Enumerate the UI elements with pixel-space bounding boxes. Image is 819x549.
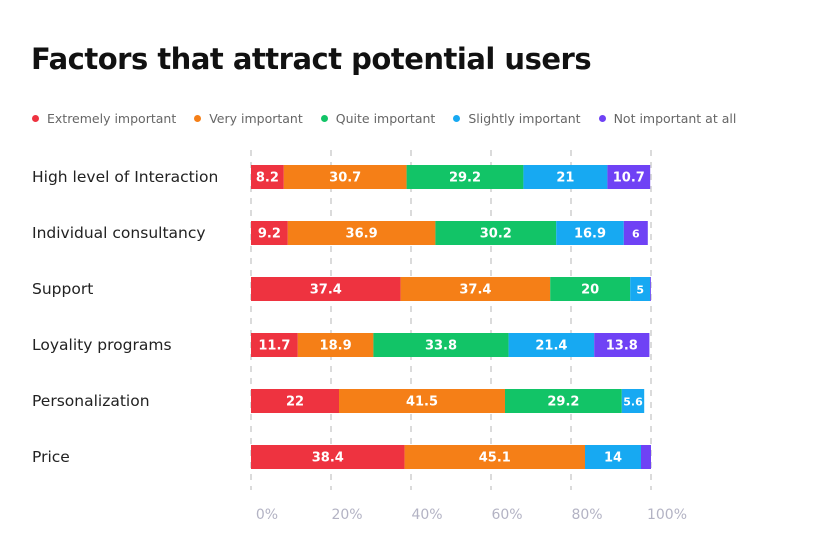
category-label: Price: [32, 448, 70, 466]
bar-segment: [251, 277, 401, 301]
legend-label: Very important: [209, 110, 303, 126]
bar-segment: [406, 165, 524, 189]
data-label: 29.2: [449, 171, 481, 186]
legend: Extremely important Very important Quite i…: [32, 110, 754, 126]
bar-segment: [630, 277, 651, 301]
data-label: 22: [286, 395, 304, 410]
data-label: 11.7: [258, 339, 290, 354]
bar-segment: [339, 389, 505, 413]
data-label: 36.9: [346, 227, 378, 242]
category-label: Loyality programs: [32, 336, 172, 354]
bar-segment: [251, 165, 284, 189]
bar-segment: [623, 221, 648, 245]
category-label: Individual consultancy: [32, 224, 206, 242]
data-label: 45.1: [479, 451, 511, 466]
legend-item: Not important at all: [598, 110, 737, 126]
bar-segment: [251, 221, 288, 245]
data-label: 5: [636, 284, 644, 297]
legend-item: Extremely important: [32, 111, 176, 126]
chart-title: Factors that attract potential users: [31, 42, 592, 76]
bar-segment: [287, 221, 436, 245]
data-label: 16.9: [574, 227, 606, 242]
bar-segment: [607, 165, 651, 189]
category-label: Personalization: [32, 392, 150, 410]
data-label: 21: [556, 171, 574, 186]
legend-item: Slightly important: [453, 110, 581, 126]
legend-marker: [194, 114, 202, 122]
bar-segment: [641, 445, 651, 469]
x-tick-label: 80%: [571, 507, 602, 523]
data-label: 9.2: [258, 227, 281, 242]
bar-segment: [373, 333, 509, 357]
bar-segment: [297, 333, 374, 357]
data-label: 13.8: [606, 339, 638, 354]
legend-label: Not important at all: [613, 110, 737, 126]
bar-segment: [400, 277, 551, 301]
bar-segment: [251, 333, 298, 357]
data-label: 10.7: [613, 171, 645, 186]
bar-segment: [621, 389, 645, 413]
data-label: 33.8: [425, 339, 457, 354]
category-label: Support: [32, 280, 93, 298]
legend-item: Very important: [194, 111, 303, 126]
legend-marker: [598, 114, 606, 122]
data-label: 18.9: [320, 339, 352, 354]
legend-item: Quite important: [320, 110, 436, 126]
x-tick-label: 100%: [647, 507, 687, 523]
data-label: 37.4: [310, 283, 342, 298]
data-label: 14: [604, 451, 622, 466]
data-label: 37.4: [459, 283, 491, 298]
data-label: 38.4: [312, 451, 344, 466]
category-label: High level of Interaction: [32, 168, 218, 186]
legend-marker: [320, 114, 328, 122]
data-label: 20: [581, 283, 599, 298]
bar-segment: [435, 221, 557, 245]
data-label: 29.2: [547, 395, 579, 410]
legend-label: Slightly important: [468, 110, 581, 126]
bar-segment: [523, 165, 608, 189]
bar-segment: [283, 165, 407, 189]
bar-segment: [650, 277, 651, 301]
data-label: 6: [632, 228, 640, 241]
data-label: 30.7: [329, 171, 361, 186]
bar-segment: [505, 389, 622, 413]
data-label: 5.6: [623, 396, 643, 409]
data-label: 8.2: [256, 171, 279, 186]
bar-segment: [508, 333, 595, 357]
x-tick-label: 0%: [256, 507, 278, 523]
bar-segment: [251, 445, 405, 469]
legend-marker: [32, 114, 39, 122]
legend-marker: [453, 114, 461, 122]
x-tick-label: 20%: [331, 507, 362, 523]
x-tick-label: 60%: [491, 507, 522, 523]
data-label: 21.4: [535, 339, 567, 354]
bar-segment: [251, 389, 339, 413]
legend-label: Quite important: [335, 110, 436, 126]
bar-segment: [556, 221, 624, 245]
bar-segment: [404, 445, 585, 469]
data-label: 41.5: [406, 395, 438, 410]
bar-segment: [585, 445, 641, 469]
bar-segment: [550, 277, 631, 301]
x-tick-label: 40%: [411, 507, 442, 523]
legend-label: Extremely important: [47, 110, 177, 126]
data-label: 30.2: [480, 227, 512, 242]
bar-segment: [594, 333, 650, 357]
